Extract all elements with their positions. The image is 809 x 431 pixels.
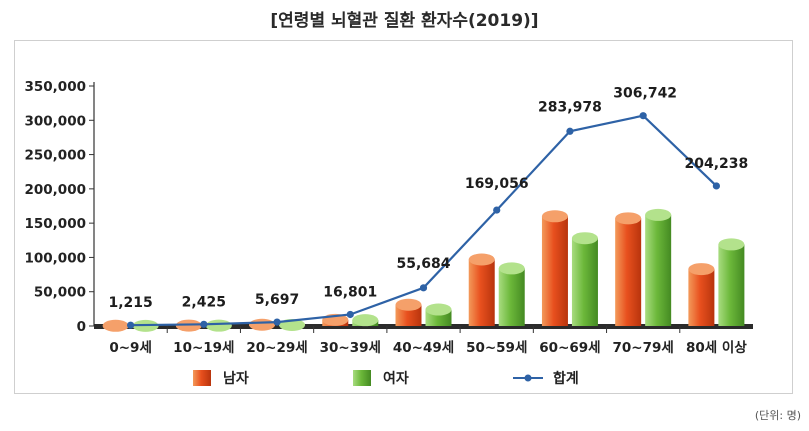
bar-male-body: [468, 259, 495, 326]
unit-note: (단위: 명): [754, 409, 801, 422]
x-tick-label: 20~29세: [246, 340, 307, 356]
data-label: 169,056: [465, 176, 529, 192]
data-label: 204,238: [685, 156, 749, 172]
total-point: [566, 127, 574, 135]
bar-male-body: [541, 216, 568, 326]
bar-female-body: [645, 214, 672, 326]
y-tick-label: 100,000: [25, 250, 87, 266]
bar-female-top: [425, 303, 452, 316]
bar-male-top: [615, 212, 642, 225]
total-point: [639, 112, 647, 120]
chart-frame: [14, 40, 793, 394]
legend-item-total: 합계: [513, 370, 579, 387]
bar-male-top: [688, 263, 715, 276]
bar-male-top: [249, 318, 276, 331]
x-tick-label: 30~39세: [320, 340, 381, 356]
data-label: 283,978: [538, 99, 602, 115]
legend-swatch-point: [524, 374, 532, 382]
bar-female: [645, 208, 672, 326]
data-label: 5,697: [255, 292, 299, 308]
bar-female: [498, 262, 525, 326]
bar-female-top: [352, 314, 379, 327]
legend-label: 남자: [223, 370, 249, 387]
y-tick-label: 50,000: [34, 285, 86, 301]
total-point: [493, 206, 501, 214]
total-point: [346, 310, 354, 319]
bar-female: [425, 303, 452, 326]
bar-female-body: [718, 244, 745, 326]
bar-male-body: [615, 218, 642, 326]
bar-male: [468, 253, 495, 326]
bar-female: [718, 238, 745, 326]
data-label: 55,684: [396, 256, 450, 272]
bar-male: [688, 263, 715, 326]
bar-female-top: [498, 262, 525, 275]
bar-female-top: [571, 232, 598, 245]
bar-female: [352, 314, 379, 327]
bar-male: [395, 298, 422, 326]
bar-male-body: [395, 304, 422, 326]
x-tick-label: 70~79세: [613, 340, 674, 356]
x-tick-label: 60~69세: [539, 340, 600, 356]
bar-male-top: [541, 210, 568, 223]
total-point: [127, 321, 135, 329]
y-tick-label: 250,000: [25, 148, 87, 164]
bar-male: [249, 318, 276, 331]
y-tick-label: 0: [77, 319, 86, 335]
data-label: 306,742: [613, 86, 677, 102]
bar-male-body: [688, 269, 715, 326]
bar-female: [571, 232, 598, 326]
bar-male: [102, 319, 129, 332]
data-label: 2,425: [182, 294, 226, 310]
bar-male-top: [395, 298, 422, 311]
legend-swatch: [193, 370, 211, 386]
x-axis-line: [94, 324, 753, 329]
bar-female: [205, 319, 232, 332]
data-label: 1,215: [108, 295, 152, 311]
x-tick-label: 80세 이상: [686, 339, 747, 356]
data-label: 16,801: [323, 284, 377, 300]
legend-item-female: 여자: [353, 370, 409, 387]
y-tick-label: 150,000: [25, 216, 87, 232]
x-tick-label: 10~19세: [173, 340, 234, 356]
x-tick-label: 50~59세: [466, 340, 527, 356]
total-point: [200, 320, 208, 328]
x-tick-label: 40~49세: [393, 340, 454, 356]
bar-female-body: [498, 268, 525, 326]
total-point: [712, 182, 720, 190]
legend-label: 합계: [553, 370, 579, 387]
y-tick-label: 350,000: [25, 79, 87, 95]
bar-male: [615, 212, 642, 326]
bar-male-top: [102, 319, 129, 332]
legend-label: 여자: [383, 370, 409, 387]
y-tick-label: 200,000: [25, 182, 87, 198]
total-point: [419, 284, 428, 292]
chart-title: [연령별 뇌혈관 질환 환자수(2019)]: [270, 11, 539, 31]
bar-female-top: [205, 319, 232, 332]
y-tick-label: 300,000: [25, 113, 87, 129]
bar-female-top: [718, 238, 745, 251]
bar-female-top: [645, 208, 672, 221]
bar-female-body: [571, 238, 598, 326]
total-point: [273, 318, 281, 326]
bar-male: [541, 210, 568, 326]
x-tick-label: 0~9세: [109, 340, 152, 356]
legend-swatch: [353, 370, 371, 386]
bar-male-top: [468, 253, 495, 266]
legend-item-male: 남자: [193, 370, 249, 387]
